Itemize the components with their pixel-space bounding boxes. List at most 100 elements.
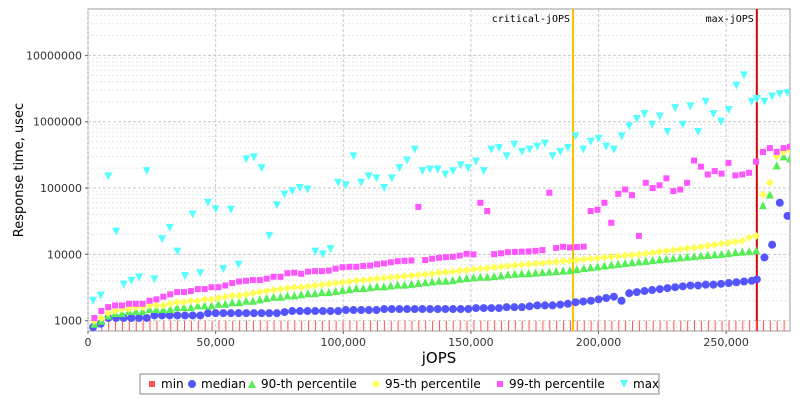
data-point xyxy=(747,97,756,106)
data-point xyxy=(602,142,611,151)
data-point xyxy=(228,298,237,307)
data-point xyxy=(249,277,256,284)
legend-label: max xyxy=(633,377,659,391)
x-axis-title: jOPS xyxy=(421,349,457,367)
data-point xyxy=(179,303,188,312)
data-point xyxy=(548,301,557,310)
data-point xyxy=(142,167,151,176)
legend-label: min xyxy=(161,377,184,391)
data-point xyxy=(753,158,760,165)
data-point xyxy=(97,313,106,322)
data-point xyxy=(556,147,565,156)
data-point xyxy=(196,311,205,320)
data-point xyxy=(418,305,427,314)
data-point xyxy=(194,286,201,293)
data-point xyxy=(779,152,788,161)
data-point xyxy=(207,301,216,310)
data-point xyxy=(235,298,244,307)
data-point xyxy=(476,264,485,273)
data-point xyxy=(105,304,112,311)
data-point xyxy=(448,267,457,276)
data-point xyxy=(718,170,725,177)
data-point xyxy=(609,292,618,301)
data-point xyxy=(456,252,463,259)
data-point xyxy=(426,305,435,314)
data-point xyxy=(200,295,209,304)
legend-swatch xyxy=(620,380,628,388)
data-point xyxy=(469,273,478,282)
data-point xyxy=(456,161,465,170)
data-point xyxy=(357,306,366,315)
data-point xyxy=(518,248,525,255)
series-99-th-percentile xyxy=(91,143,790,321)
data-point xyxy=(360,262,367,269)
data-point xyxy=(503,261,512,270)
data-point xyxy=(691,157,698,164)
data-point xyxy=(768,240,777,249)
data-point xyxy=(621,259,630,268)
data-point xyxy=(463,250,470,257)
data-point xyxy=(158,235,167,244)
axes: 1000 10000 100000 1000000 10000000 0 50,000 100… xyxy=(26,49,749,349)
data-point xyxy=(602,294,611,303)
data-point xyxy=(752,94,761,103)
data-point xyxy=(127,313,136,322)
data-point xyxy=(464,164,473,173)
data-point xyxy=(135,273,144,282)
data-point xyxy=(449,253,456,260)
data-point xyxy=(150,275,159,284)
legend-swatch xyxy=(497,381,503,387)
data-point xyxy=(188,210,197,219)
data-point xyxy=(614,259,623,268)
data-point xyxy=(709,280,718,289)
data-point xyxy=(717,117,726,126)
data-point xyxy=(648,248,657,257)
x-tick-label: 100,000 xyxy=(321,336,367,349)
data-point xyxy=(179,298,188,307)
data-point xyxy=(290,291,299,300)
data-point xyxy=(462,266,471,275)
data-point xyxy=(502,303,511,312)
data-point xyxy=(565,266,574,275)
data-point xyxy=(393,272,402,281)
data-point xyxy=(487,304,496,313)
data-point xyxy=(269,286,278,295)
data-point xyxy=(277,273,284,280)
data-point xyxy=(433,165,442,174)
data-point xyxy=(525,145,534,154)
data-point xyxy=(686,102,695,111)
data-point xyxy=(648,120,657,129)
data-point xyxy=(357,178,366,187)
data-point xyxy=(579,255,588,264)
data-point xyxy=(112,302,119,309)
data-point xyxy=(634,250,643,259)
data-point xyxy=(739,171,746,178)
legend-label: 99-th percentile xyxy=(509,377,605,391)
data-point xyxy=(641,256,650,265)
data-point xyxy=(615,190,622,197)
data-point xyxy=(395,164,404,173)
data-point xyxy=(288,187,297,196)
data-point xyxy=(491,251,498,258)
data-point xyxy=(372,306,381,315)
data-point xyxy=(579,297,588,306)
data-point xyxy=(332,265,339,272)
data-point xyxy=(276,292,285,301)
data-point xyxy=(393,280,402,289)
legend-swatch xyxy=(372,380,380,388)
data-point xyxy=(257,164,266,173)
data-point xyxy=(165,223,174,232)
data-point xyxy=(373,261,380,268)
data-point xyxy=(395,305,404,314)
data-point xyxy=(414,270,423,279)
data-point xyxy=(701,280,710,289)
data-point xyxy=(211,205,220,214)
legend-swatch xyxy=(188,380,196,388)
data-point xyxy=(203,309,212,318)
data-point xyxy=(517,303,526,312)
data-point xyxy=(89,296,98,305)
data-point xyxy=(760,253,769,262)
data-point xyxy=(617,296,626,305)
data-point xyxy=(352,276,361,285)
data-point xyxy=(524,260,533,269)
